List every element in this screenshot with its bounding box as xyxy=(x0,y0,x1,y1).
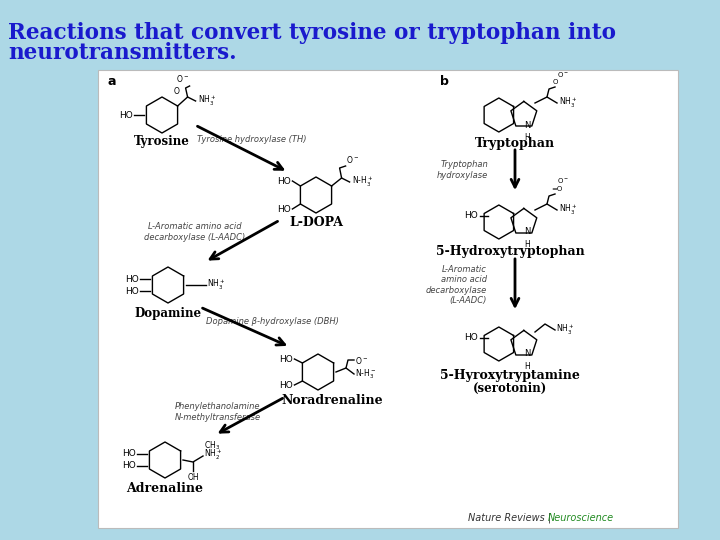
Text: O$^-$: O$^-$ xyxy=(346,154,359,165)
Text: N-H$_3^-$: N-H$_3^-$ xyxy=(355,367,377,381)
Text: Neuroscience: Neuroscience xyxy=(548,513,614,523)
Text: O$^-$: O$^-$ xyxy=(557,176,569,185)
Text: H: H xyxy=(524,362,530,371)
Text: Reactions that convert tyrosine or tryptophan into: Reactions that convert tyrosine or trypt… xyxy=(8,22,616,44)
Text: CH$_3$: CH$_3$ xyxy=(204,440,220,453)
Text: N: N xyxy=(524,120,530,130)
Text: H: H xyxy=(524,133,530,142)
Text: N: N xyxy=(524,227,530,237)
Text: neurotransmitters.: neurotransmitters. xyxy=(8,42,237,64)
Text: O: O xyxy=(174,86,179,96)
Text: L-Aromatic amino acid
decarboxylase (L-AADC): L-Aromatic amino acid decarboxylase (L-A… xyxy=(145,222,246,242)
Text: HO: HO xyxy=(122,462,136,470)
Text: OH: OH xyxy=(187,473,199,482)
Text: NH$_2^+$: NH$_2^+$ xyxy=(204,448,222,462)
Text: HO: HO xyxy=(276,177,290,186)
Text: Adrenaline: Adrenaline xyxy=(127,482,204,495)
Text: Tryptophan
hydroxylase: Tryptophan hydroxylase xyxy=(437,160,488,180)
Text: O$^-$: O$^-$ xyxy=(355,354,368,366)
Text: Dopamine β-hydroxylase (DBH): Dopamine β-hydroxylase (DBH) xyxy=(206,318,338,327)
Text: HO: HO xyxy=(276,205,290,213)
Text: N-H$_3^+$: N-H$_3^+$ xyxy=(351,175,373,189)
Text: HO: HO xyxy=(125,274,139,284)
Text: Dopamine: Dopamine xyxy=(135,307,202,320)
Text: L-DOPA: L-DOPA xyxy=(289,217,343,230)
Text: NH$_3^+$: NH$_3^+$ xyxy=(559,203,577,217)
Text: 5-Hyroxytryptamine: 5-Hyroxytryptamine xyxy=(440,369,580,382)
Text: NH$_3^+$: NH$_3^+$ xyxy=(556,323,575,337)
FancyBboxPatch shape xyxy=(98,70,678,528)
Text: Tyrosine hydroxylase (TH): Tyrosine hydroxylase (TH) xyxy=(197,136,307,145)
Text: HO: HO xyxy=(464,212,478,220)
Text: HO: HO xyxy=(279,381,292,389)
Text: Tyrosine: Tyrosine xyxy=(134,134,190,147)
Text: N: N xyxy=(524,349,530,359)
Text: NH$_3^+$: NH$_3^+$ xyxy=(559,96,577,110)
Text: HO: HO xyxy=(125,287,139,295)
Text: HO: HO xyxy=(279,354,292,363)
Text: =O: =O xyxy=(551,186,562,192)
Text: L-Aromatic
amino acid
decarboxylase
(L-AADC): L-Aromatic amino acid decarboxylase (L-A… xyxy=(426,265,487,305)
Text: H: H xyxy=(524,240,530,249)
Text: NH$_3^+$: NH$_3^+$ xyxy=(197,94,216,108)
Text: Noradrenaline: Noradrenaline xyxy=(282,394,383,407)
Text: NH$_3^+$: NH$_3^+$ xyxy=(207,278,225,292)
Text: HO: HO xyxy=(122,449,136,458)
Text: 5-Hydroxytryptophan: 5-Hydroxytryptophan xyxy=(436,246,585,259)
Text: a: a xyxy=(108,75,117,88)
Text: Phenylethanolamine
N-methyltransferase: Phenylethanolamine N-methyltransferase xyxy=(175,402,261,422)
Text: HO: HO xyxy=(120,111,133,119)
Text: Nature Reviews |: Nature Reviews | xyxy=(468,513,554,523)
Text: (serotonin): (serotonin) xyxy=(473,381,547,395)
Text: b: b xyxy=(440,75,449,88)
Text: O: O xyxy=(553,79,559,85)
Text: Tryptophan: Tryptophan xyxy=(475,137,555,150)
Text: O$^-$: O$^-$ xyxy=(557,70,569,79)
Text: O$^-$: O$^-$ xyxy=(176,73,189,84)
Text: HO: HO xyxy=(464,334,478,342)
